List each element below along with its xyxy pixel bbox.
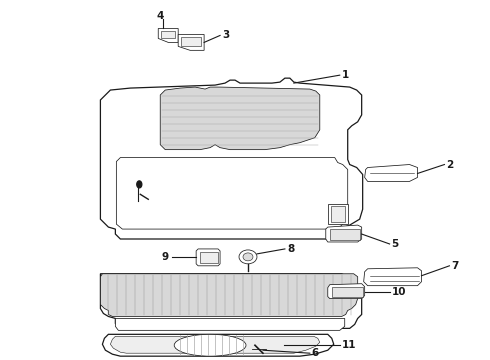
Polygon shape	[200, 252, 218, 263]
Polygon shape	[100, 274, 358, 316]
Text: 11: 11	[342, 340, 356, 350]
Text: 9: 9	[161, 252, 168, 262]
Text: 8: 8	[287, 244, 294, 254]
Polygon shape	[158, 28, 178, 42]
Polygon shape	[100, 78, 363, 239]
Polygon shape	[161, 31, 175, 39]
Polygon shape	[102, 334, 334, 356]
Ellipse shape	[214, 346, 226, 355]
Ellipse shape	[174, 334, 246, 356]
Ellipse shape	[239, 250, 257, 264]
Text: 10: 10	[392, 287, 406, 297]
Polygon shape	[196, 249, 220, 266]
Polygon shape	[332, 287, 363, 297]
Ellipse shape	[243, 253, 253, 261]
Polygon shape	[326, 225, 362, 242]
Polygon shape	[178, 35, 204, 50]
Text: 7: 7	[451, 261, 459, 271]
Polygon shape	[160, 87, 320, 150]
Polygon shape	[328, 204, 348, 224]
Polygon shape	[181, 37, 201, 46]
Polygon shape	[328, 284, 365, 298]
Polygon shape	[110, 336, 320, 353]
Text: 2: 2	[446, 159, 454, 170]
Text: 1: 1	[342, 70, 349, 80]
Text: 6: 6	[312, 348, 319, 358]
Text: 4: 4	[156, 10, 164, 21]
Ellipse shape	[137, 181, 142, 188]
Text: 5: 5	[392, 239, 399, 249]
Polygon shape	[116, 158, 348, 229]
Polygon shape	[331, 206, 345, 222]
Text: 3: 3	[222, 31, 229, 40]
Polygon shape	[100, 274, 362, 328]
Polygon shape	[364, 268, 421, 286]
Polygon shape	[115, 319, 345, 330]
Polygon shape	[365, 165, 417, 181]
Polygon shape	[330, 229, 360, 240]
